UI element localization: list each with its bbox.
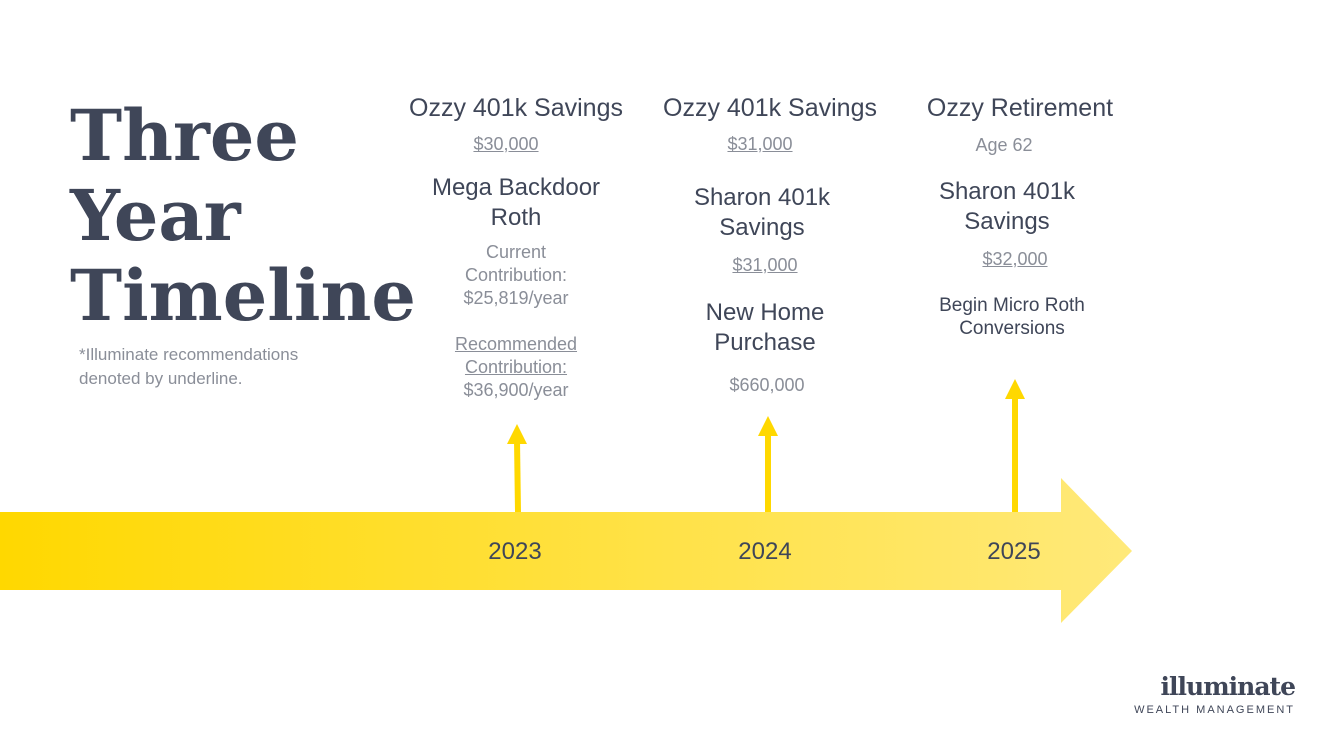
year-label-2024: 2024 [738, 538, 792, 565]
timeline-band [0, 478, 1132, 623]
year-label-2025: 2025 [987, 538, 1041, 565]
column-2024: Ozzy 401k Savings $31,000 Sharon 401k Sa… [650, 94, 890, 397]
recommended-contribution-value: $36,900/year [463, 380, 569, 400]
year-label-2023: 2023 [488, 538, 542, 565]
column-2023: Ozzy 401k Savings $30,000 Mega Backdoor … [396, 94, 636, 402]
logo-subtitle: WEALTH MANAGEMENT [1134, 704, 1295, 716]
ozzy-401k-heading: Ozzy 401k Savings [409, 94, 623, 122]
page-title: Three Year Timeline [70, 96, 416, 336]
mega-backdoor-roth-heading: Mega Backdoor Roth [431, 174, 601, 231]
recommendation-note: *Illuminate recommendations denoted by u… [79, 345, 299, 388]
ozzy-401k-heading: Ozzy 401k Savings [663, 94, 877, 122]
title-line-2: Year [70, 174, 241, 257]
illuminate-logo: illuminate WEALTH MANAGEMENT [1134, 672, 1296, 716]
sharon-401k-heading: Sharon 401k Savings [693, 184, 831, 241]
sharon-401k-value: $31,000 [732, 255, 798, 275]
marker-arrow-2023 [507, 424, 527, 513]
ozzy-401k-value: $31,000 [727, 134, 793, 154]
title-line-1: Three [70, 94, 299, 177]
ozzy-401k-value: $30,000 [473, 134, 539, 154]
sharon-401k-value: $32,000 [982, 249, 1048, 269]
ozzy-retirement-heading: Ozzy Retirement [926, 94, 1114, 122]
title-line-3: Timeline [70, 254, 416, 337]
recommended-contribution-label: Recommended Contribution: [454, 334, 578, 377]
current-contribution-label: Current Contribution: [464, 242, 568, 285]
new-home-value: $660,000 [729, 375, 805, 395]
marker-arrow-2025 [1005, 379, 1025, 512]
current-contribution-value: $25,819/year [463, 288, 569, 308]
logo-wordmark: illuminate [1160, 672, 1296, 701]
sharon-401k-heading: Sharon 401k Savings [938, 178, 1076, 235]
marker-arrow-2024 [758, 416, 778, 512]
new-home-heading: New Home Purchase [705, 299, 825, 356]
ozzy-retirement-age: Age 62 [975, 135, 1033, 155]
column-2025: Ozzy Retirement Age 62 Sharon 401k Savin… [897, 94, 1143, 340]
micro-roth-heading: Begin Micro Roth Conversions [939, 295, 1085, 339]
